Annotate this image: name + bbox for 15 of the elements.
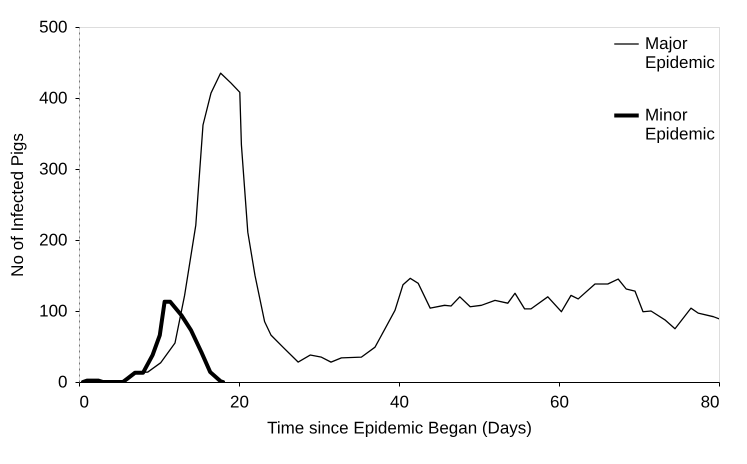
y-tick-label: 400 xyxy=(39,88,68,108)
x-tick-label: 60 xyxy=(550,392,569,412)
y-tick-label: 0 xyxy=(58,372,68,392)
y-tick-label: 200 xyxy=(39,230,68,250)
x-tick-label: 40 xyxy=(390,392,409,412)
legend-label: Minor Epidemic xyxy=(645,106,716,144)
x-axis-title: Time since Epidemic Began (Days) xyxy=(267,418,532,438)
y-tick-label: 100 xyxy=(39,302,68,320)
y-axis-title: No of Infected Pigs xyxy=(8,133,28,277)
y-tick-label: 300 xyxy=(39,160,68,178)
x-tick-label: 20 xyxy=(230,392,249,412)
y-tick-label: 500 xyxy=(39,18,68,36)
x-tick-label: 0 xyxy=(80,392,89,412)
x-tick-label: 80 xyxy=(700,392,720,412)
legend-label: Major Epidemic xyxy=(645,34,716,72)
